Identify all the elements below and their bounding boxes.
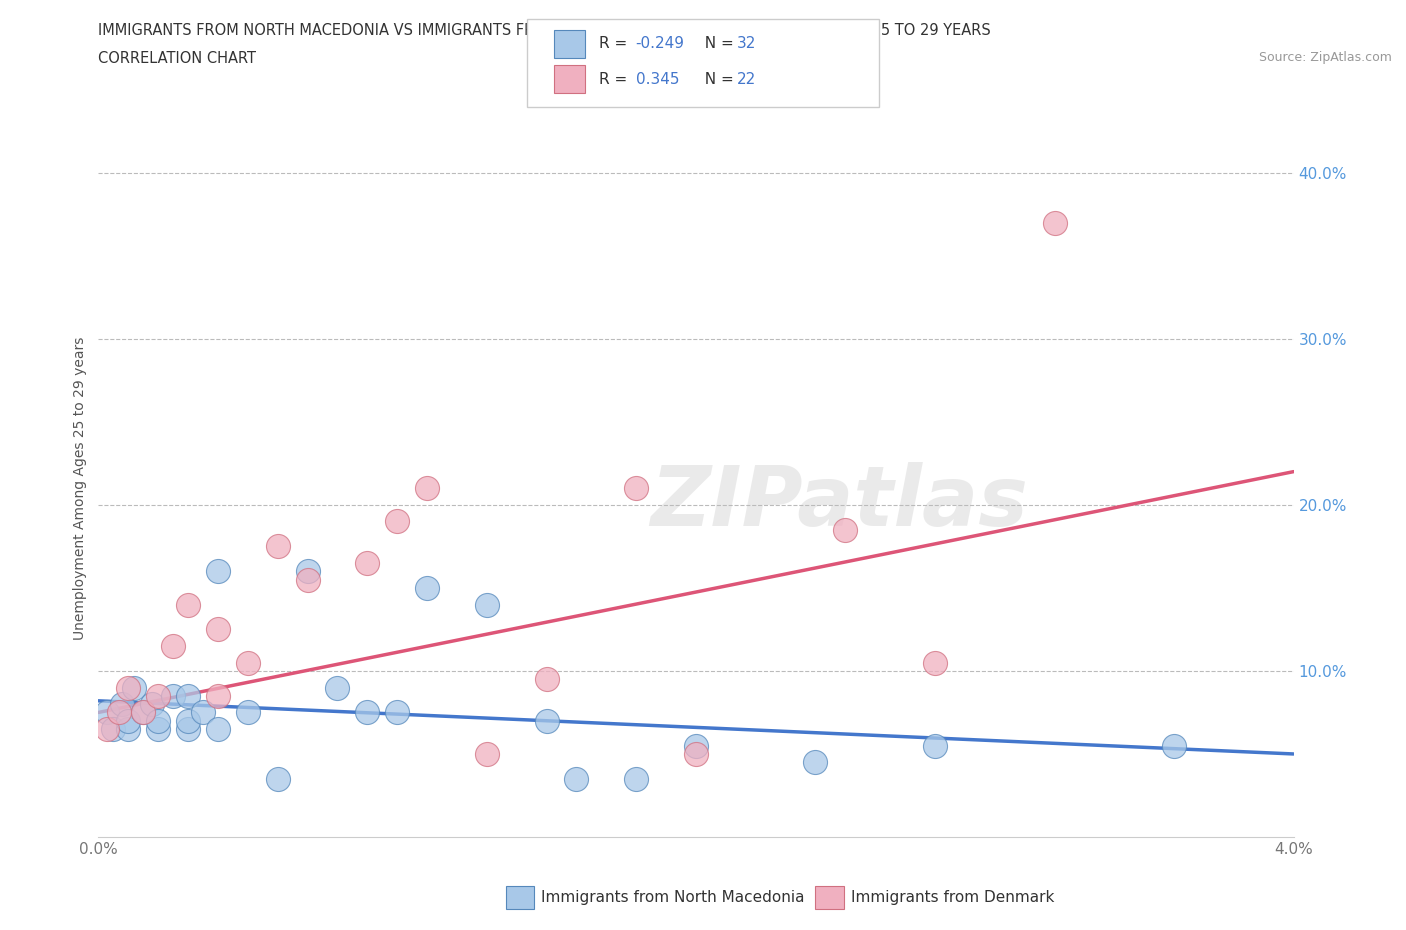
Text: 0.345: 0.345 (636, 72, 679, 86)
Text: 22: 22 (737, 72, 756, 86)
Point (108, 705, 131, 720)
Point (385, 514, 409, 529)
Text: IMMIGRANTS FROM NORTH MACEDONIA VS IMMIGRANTS FROM DENMARK UNEMPLOYMENT AMONG AG: IMMIGRANTS FROM NORTH MACEDONIA VS IMMIG… (98, 23, 991, 38)
Point (416, 580, 439, 595)
Text: R =: R = (599, 36, 633, 51)
Text: 32: 32 (737, 36, 756, 51)
Point (103, 722, 125, 737)
Point (834, 523, 856, 538)
Point (141, 697, 163, 711)
Point (297, 564, 319, 578)
Point (297, 572, 319, 587)
Point (385, 705, 409, 720)
Point (132, 705, 155, 720)
Point (416, 481, 439, 496)
Text: N =: N = (695, 72, 738, 86)
Text: -0.249: -0.249 (636, 36, 685, 51)
Point (1043, 215, 1066, 230)
Point (267, 772, 290, 787)
Point (117, 680, 139, 695)
Point (207, 688, 229, 703)
Point (96, 722, 118, 737)
Text: N =: N = (695, 36, 738, 51)
Point (924, 656, 946, 671)
Text: Immigrants from North Macedonia: Immigrants from North Macedonia (541, 890, 804, 905)
Point (177, 713, 200, 728)
Text: Immigrants from Denmark: Immigrants from Denmark (851, 890, 1054, 905)
Point (96, 705, 118, 720)
Point (565, 772, 588, 787)
Point (685, 738, 707, 753)
Point (162, 688, 184, 703)
Text: R =: R = (599, 72, 637, 86)
Text: Source: ZipAtlas.com: Source: ZipAtlas.com (1258, 51, 1392, 64)
Point (191, 705, 214, 720)
Point (475, 747, 498, 762)
Point (148, 688, 170, 703)
Point (117, 722, 139, 737)
Point (475, 597, 498, 612)
Point (356, 555, 378, 570)
Point (536, 671, 558, 686)
Point (267, 539, 290, 554)
Point (132, 705, 155, 720)
Point (356, 705, 378, 720)
Point (177, 722, 200, 737)
Point (624, 772, 647, 787)
Point (177, 597, 200, 612)
Point (236, 656, 259, 671)
Text: CORRELATION CHART: CORRELATION CHART (98, 51, 256, 66)
Point (207, 622, 229, 637)
Point (124, 680, 146, 695)
Point (804, 755, 827, 770)
Point (177, 688, 200, 703)
Point (207, 564, 229, 578)
Point (1163, 738, 1185, 753)
Point (148, 713, 170, 728)
Y-axis label: Unemployment Among Ages 25 to 29 years: Unemployment Among Ages 25 to 29 years (73, 337, 87, 640)
Point (685, 747, 707, 762)
Text: ZIPatlas: ZIPatlas (651, 461, 1028, 543)
Point (236, 705, 259, 720)
Point (111, 697, 134, 711)
Point (162, 639, 184, 654)
Point (624, 481, 647, 496)
Point (148, 722, 170, 737)
Point (326, 680, 349, 695)
Point (536, 713, 558, 728)
Point (117, 713, 139, 728)
Point (207, 722, 229, 737)
Point (924, 738, 946, 753)
